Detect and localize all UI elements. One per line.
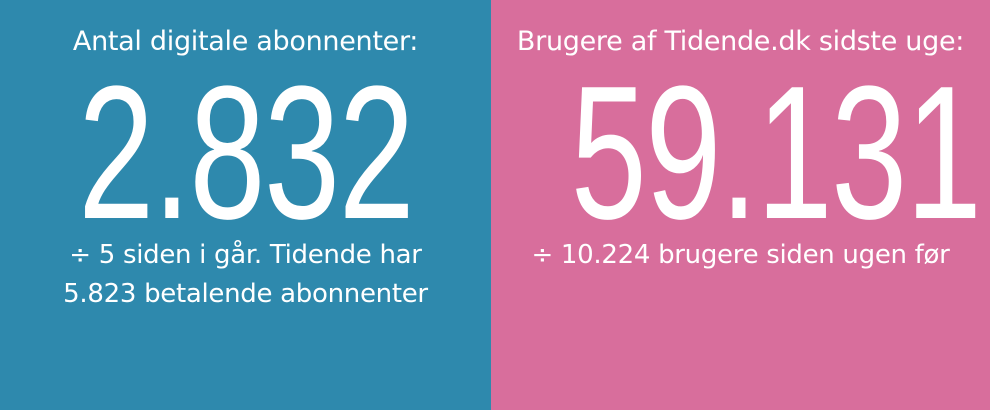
subscribers-value-text: 2.832 xyxy=(77,47,415,259)
users-value-text: 59.131 xyxy=(570,47,982,259)
users-change: ÷ 10.224 brugere siden ugen før xyxy=(491,236,990,275)
weekly-users-panel: Brugere af Tidende.dk sidste uge: 59.131… xyxy=(491,0,990,410)
subscribers-change: ÷ 5 siden i går. Tidende har 5.823 betal… xyxy=(0,236,491,314)
subscribers-change-line2: 5.823 betalende abonnenter xyxy=(63,279,428,309)
users-value: 59.131 xyxy=(491,58,990,248)
subscribers-change-line1: ÷ 5 siden i går. Tidende har xyxy=(69,240,422,270)
subscribers-value: 2.832 xyxy=(0,58,491,248)
digital-subscribers-panel: Antal digitale abonnenter: 2.832 ÷ 5 sid… xyxy=(0,0,491,410)
users-change-line1: ÷ 10.224 brugere siden ugen før xyxy=(531,240,950,270)
subscribers-title: Antal digitale abonnenter: xyxy=(72,26,419,57)
users-title: Brugere af Tidende.dk sidste uge: xyxy=(516,26,965,57)
